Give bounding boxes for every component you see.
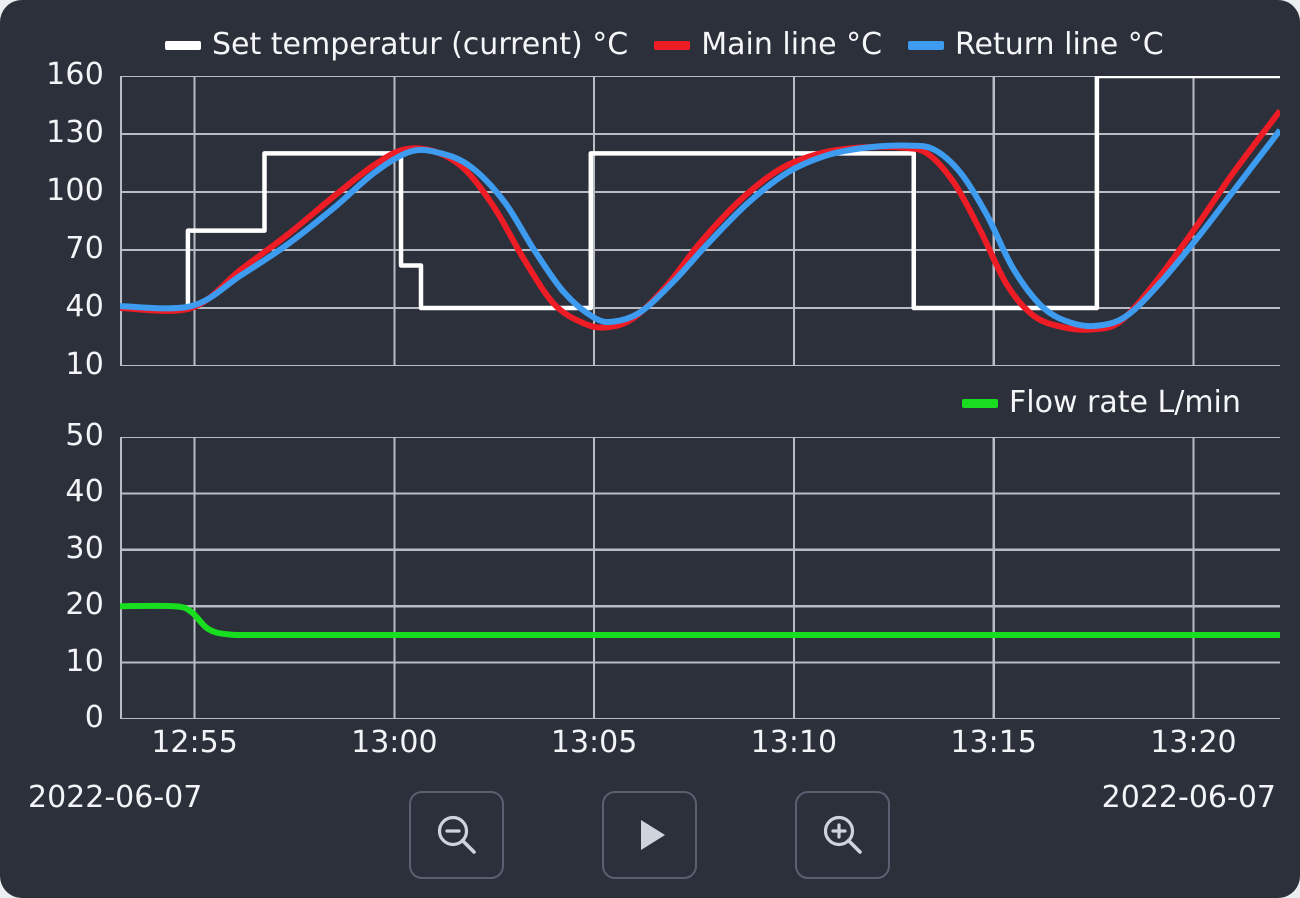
series-line [120, 602, 1280, 639]
zoom-out-button[interactable] [409, 791, 504, 879]
legend-swatch-return-line [908, 40, 945, 50]
legend-label-return-line: Return line °C [955, 27, 1164, 62]
play-icon [624, 809, 676, 861]
temperature-y-tick-40: 40 [65, 289, 104, 324]
x-tick-13-15: 13:15 [950, 725, 1037, 760]
x-tick-12-55: 12:55 [151, 725, 238, 760]
play-button[interactable] [602, 791, 697, 879]
flow-y-tick-10: 10 [65, 643, 104, 679]
legend-item-flow-rate[interactable]: Flow rate L/min [962, 388, 1241, 418]
flow-chart-plot [120, 437, 1280, 719]
temperature-legend: Set temperatur (current) °C Main line °C R… [165, 30, 1164, 60]
end-date-label: 2022-06-07 [1101, 780, 1276, 815]
flow-legend: Flow rate L/min [962, 388, 1241, 418]
series-line [120, 108, 1280, 333]
legend-label-set-temperature: Set temperatur (current) °C [212, 27, 629, 62]
legend-swatch-set-temperature [165, 40, 201, 50]
series-line [120, 128, 1280, 330]
zoom-in-button[interactable] [795, 791, 890, 879]
magnifier-plus-icon [817, 809, 869, 861]
flow-y-tick-0: 0 [84, 700, 104, 735]
temperature-y-tick-130: 130 [46, 115, 104, 150]
legend-label-main-line: Main line °C [701, 27, 883, 62]
x-tick-13-05: 13:05 [550, 725, 638, 760]
legend-swatch-main-line [654, 40, 691, 50]
start-date-label: 2022-06-07 [28, 780, 203, 815]
temperature-y-tick-100: 100 [46, 173, 104, 208]
x-tick-13-10: 13:10 [750, 725, 838, 760]
legend-item-main-line[interactable]: Main line °C [654, 30, 882, 60]
magnifier-minus-icon [431, 809, 483, 861]
legend-label-flow-rate: Flow rate L/min [1009, 385, 1241, 420]
temperature-y-tick-10: 10 [65, 347, 104, 382]
x-tick-13-20: 13:20 [1150, 725, 1237, 760]
temperature-y-tick-70: 70 [65, 231, 104, 266]
flow-y-tick-20: 20 [65, 587, 104, 623]
x-tick-13-00: 13:00 [351, 725, 438, 760]
temperature-y-tick-160: 160 [46, 57, 104, 92]
legend-swatch-flow-rate [962, 398, 998, 408]
series-line [120, 76, 1280, 311]
flow-y-tick-30: 30 [65, 530, 104, 566]
legend-item-return-line[interactable]: Return line °C [908, 30, 1164, 60]
temperature-chart-plot [120, 76, 1280, 366]
legend-item-set-temperature[interactable]: Set temperatur (current) °C [165, 30, 628, 60]
flow-y-tick-40: 40 [65, 474, 104, 510]
flow-y-tick-50: 50 [65, 418, 104, 453]
